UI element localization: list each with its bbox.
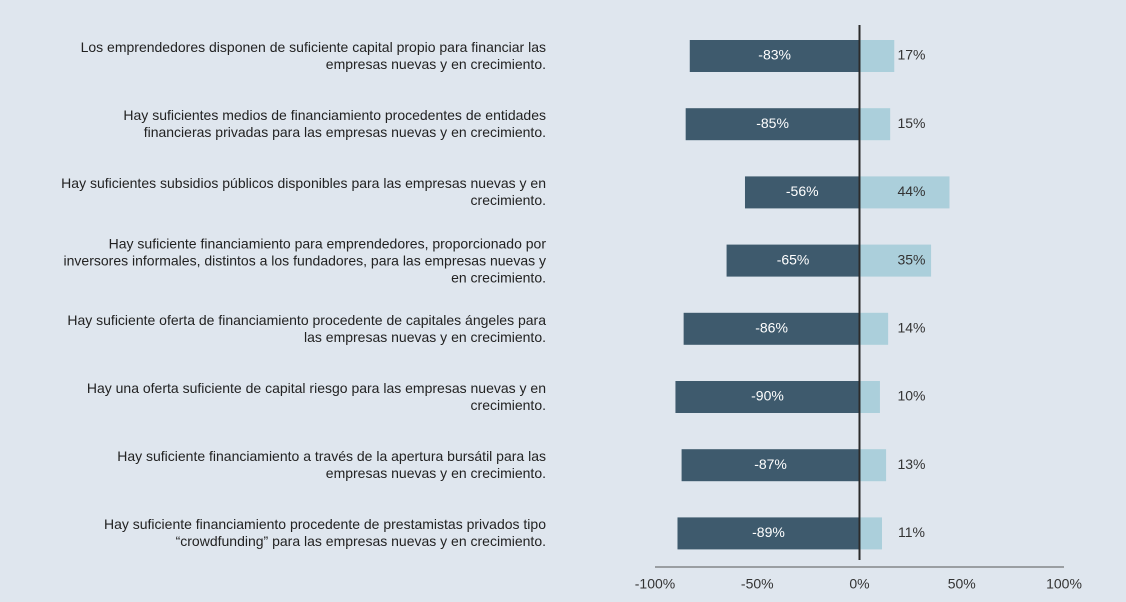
bar: [859, 381, 880, 413]
data-label: -87%: [754, 456, 787, 472]
bar: [744, 176, 860, 209]
data-label: 11%: [898, 524, 925, 540]
bar: [859, 449, 887, 482]
data-label: -86%: [755, 320, 788, 336]
x-tick-label: -100%: [635, 576, 675, 592]
bar: [681, 449, 860, 482]
data-label: -89%: [752, 524, 785, 540]
category-label: Hay suficientes subsidios públicos dispo…: [61, 175, 546, 209]
data-label: 44%: [897, 183, 925, 199]
data-label: -56%: [786, 183, 819, 199]
x-tick-label: 50%: [948, 576, 976, 592]
data-label: -90%: [751, 388, 784, 404]
data-label: 15%: [897, 115, 925, 131]
bar: [726, 244, 860, 277]
category-label: Hay suficiente financiamiento para empre…: [63, 235, 546, 286]
data-label: 17%: [897, 47, 925, 63]
bar: [859, 517, 882, 550]
data-label: 35%: [897, 251, 925, 267]
category-label: Hay suficiente financiamiento procedente…: [103, 516, 546, 550]
bar: [689, 40, 860, 72]
x-tick-label: -50%: [741, 576, 774, 592]
category-label: Hay suficiente oferta de financiamiento …: [67, 311, 546, 345]
category-label: Hay una oferta suficiente de capital rie…: [86, 380, 546, 413]
bar: [859, 176, 950, 209]
bar: [859, 312, 889, 345]
bar: [859, 108, 891, 141]
category-label: Hay suficiente financiamiento a través d…: [117, 448, 546, 482]
bar: [675, 381, 860, 413]
data-label: -65%: [777, 251, 810, 267]
bar: [859, 40, 895, 72]
bar: [859, 244, 932, 277]
x-tick-label: 0%: [849, 576, 869, 592]
bar: [683, 312, 860, 345]
bar: [677, 517, 860, 550]
x-tick-label: 100%: [1046, 576, 1082, 592]
data-label: 14%: [897, 320, 925, 336]
category-label: Los emprendedores disponen de suficiente…: [80, 39, 546, 72]
data-label: -85%: [756, 115, 789, 131]
bar: [685, 108, 860, 141]
data-label: 10%: [897, 388, 925, 404]
data-label: 13%: [897, 456, 925, 472]
data-label: -83%: [758, 47, 791, 63]
category-label: Hay suficientes medios de financiamiento…: [123, 107, 546, 141]
